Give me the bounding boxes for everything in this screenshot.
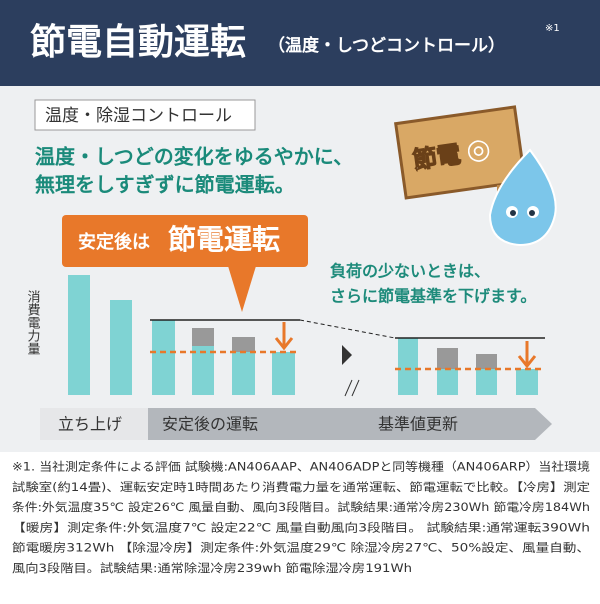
sign-text: 節電 <box>411 140 462 174</box>
bar <box>398 338 418 395</box>
callout-prefix: 安定後は <box>78 231 150 253</box>
saved-bar <box>476 354 497 369</box>
down-arrow <box>517 341 537 369</box>
down-arrow <box>274 322 294 351</box>
callout2: さらに節電基準を下げます。 <box>330 287 536 306</box>
phase-label: 安定後の運転 <box>162 415 258 434</box>
phase-label: 立ち上げ <box>58 415 122 434</box>
phase-start <box>40 408 148 440</box>
footnote-line: 節電暖房312Wh 【除湿冷房】測定条件:外気温度29℃ 除湿冷房27℃、50%… <box>12 541 590 555</box>
callout-tail <box>228 266 256 312</box>
bar <box>516 369 538 395</box>
footnote-line: 条件:外気温度35℃ 設定26℃ 風量自動、風向3段階目。試験結果:通常冷房23… <box>12 500 590 514</box>
bar <box>272 352 295 395</box>
headline: 温度・しつどの変化をゆるやかに、 <box>35 145 353 169</box>
sign-board <box>394 105 527 200</box>
saved-bar <box>192 328 214 346</box>
subtitle: （温度・しつどコントロール） <box>268 35 505 56</box>
title: 節電自動運転 <box>30 22 246 63</box>
headline: 無理をしすぎずに節電運転。 <box>35 173 295 197</box>
mascot-pupil <box>529 210 535 216</box>
bars <box>68 275 545 397</box>
bar <box>110 300 132 395</box>
mascot-pupil <box>510 210 516 216</box>
note-mark: ※1 <box>545 23 560 34</box>
y-axis-label: 消費電力量 <box>25 290 41 355</box>
callout-box <box>62 215 308 267</box>
bar <box>232 352 255 395</box>
section-box <box>34 99 256 131</box>
bar <box>152 320 175 395</box>
sign: 節電 ◎ <box>394 105 527 200</box>
phase-arrow <box>148 408 552 440</box>
dashed-link <box>299 319 396 339</box>
phase-label: 基準値更新 <box>378 415 458 434</box>
section-label: 温度・除湿コントロール <box>45 106 232 126</box>
bar <box>192 346 214 395</box>
footnote-line: 【暖房】測定条件:外気温度7℃ 設定22℃ 風量自動風向3段階目。 試験結果:通… <box>12 520 590 534</box>
saved-bar <box>437 348 458 369</box>
callout-emphasis: 節電運転 <box>168 223 280 256</box>
mascot <box>488 148 557 247</box>
bar <box>437 369 458 395</box>
transition-arrow <box>342 345 352 365</box>
sign-symbol: ◎ <box>464 131 493 167</box>
footnote-line: 風向3段階目。試験結果:通常除湿冷房239wh 節電除湿冷房191Wh <box>12 561 412 575</box>
saved-bar <box>232 337 255 352</box>
bar <box>68 275 90 395</box>
break-mark <box>344 379 360 397</box>
footnote: ※1. 当社測定条件による評価 試験機:AN406AAP、AN406ADPと同等… <box>12 460 591 576</box>
header-band <box>0 0 600 86</box>
bar <box>476 369 497 395</box>
callout2: 負荷の少ないときは、 <box>330 262 490 281</box>
footnote-line: 試験室(約14畳)、運転安定時1時間あたり消費電力量を通常運転、節電運転で比較。… <box>12 480 591 494</box>
footnote-line: ※1. 当社測定条件による評価 試験機:AN406AAP、AN406ADPと同等… <box>12 460 590 474</box>
